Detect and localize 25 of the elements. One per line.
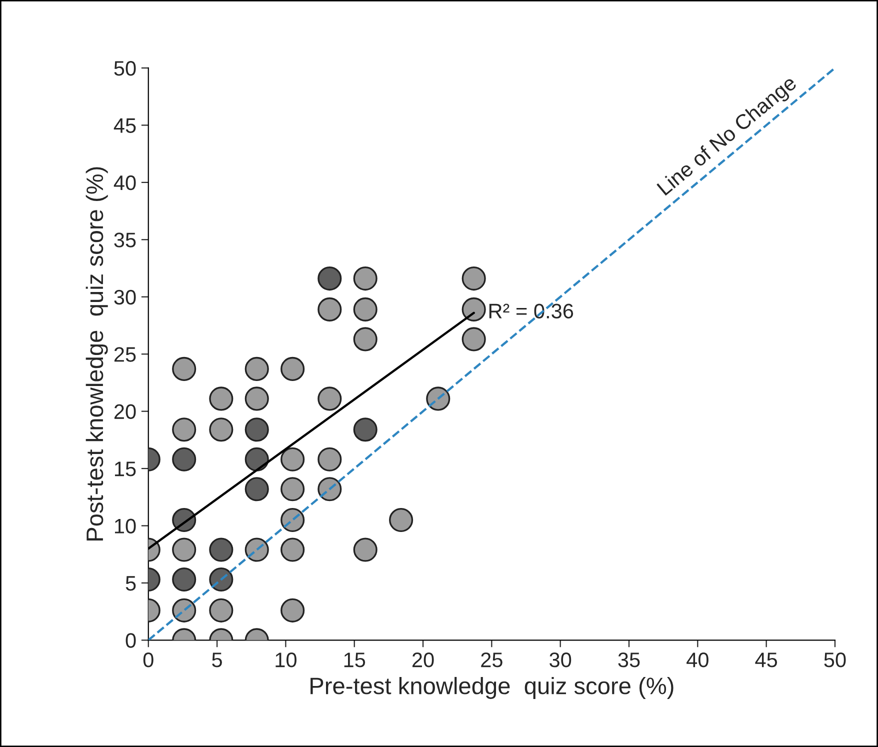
x-tick-label: 40 [686,652,708,668]
x-tick-label: 45 [755,652,778,668]
x-tick-label: 15 [344,652,366,668]
y-tick-label: 20 [114,404,136,420]
y-tick-label: 35 [114,232,136,248]
x-tick-label: 5 [212,652,222,668]
y-tick-label: 5 [126,576,136,591]
x-tick-label: 35 [618,652,640,668]
x-axis-title: Pre-test knowledge quiz score (%) [310,676,674,699]
x-tick-label: 0 [143,652,154,668]
y-tick-label: 10 [114,518,136,534]
x-tick-label: 50 [824,652,846,668]
y-tick-label: 15 [114,462,136,476]
annotation: R² = 0.36 [489,304,574,318]
y-tick-label: 0 [126,633,136,648]
y-tick-label: 50 [114,60,136,76]
y-tick-label: 30 [114,290,136,305]
y-tick-label: 25 [114,347,136,362]
y-axis-title: Post-test knowledge quiz score (%) [86,167,108,540]
x-tick-label: 25 [481,652,502,668]
y-tick-label: 40 [114,175,136,190]
x-tick-label: 20 [412,652,434,668]
x-tick-label: 30 [550,652,572,668]
y-tick-label: 45 [114,118,136,133]
x-tick-label: 10 [276,652,296,668]
